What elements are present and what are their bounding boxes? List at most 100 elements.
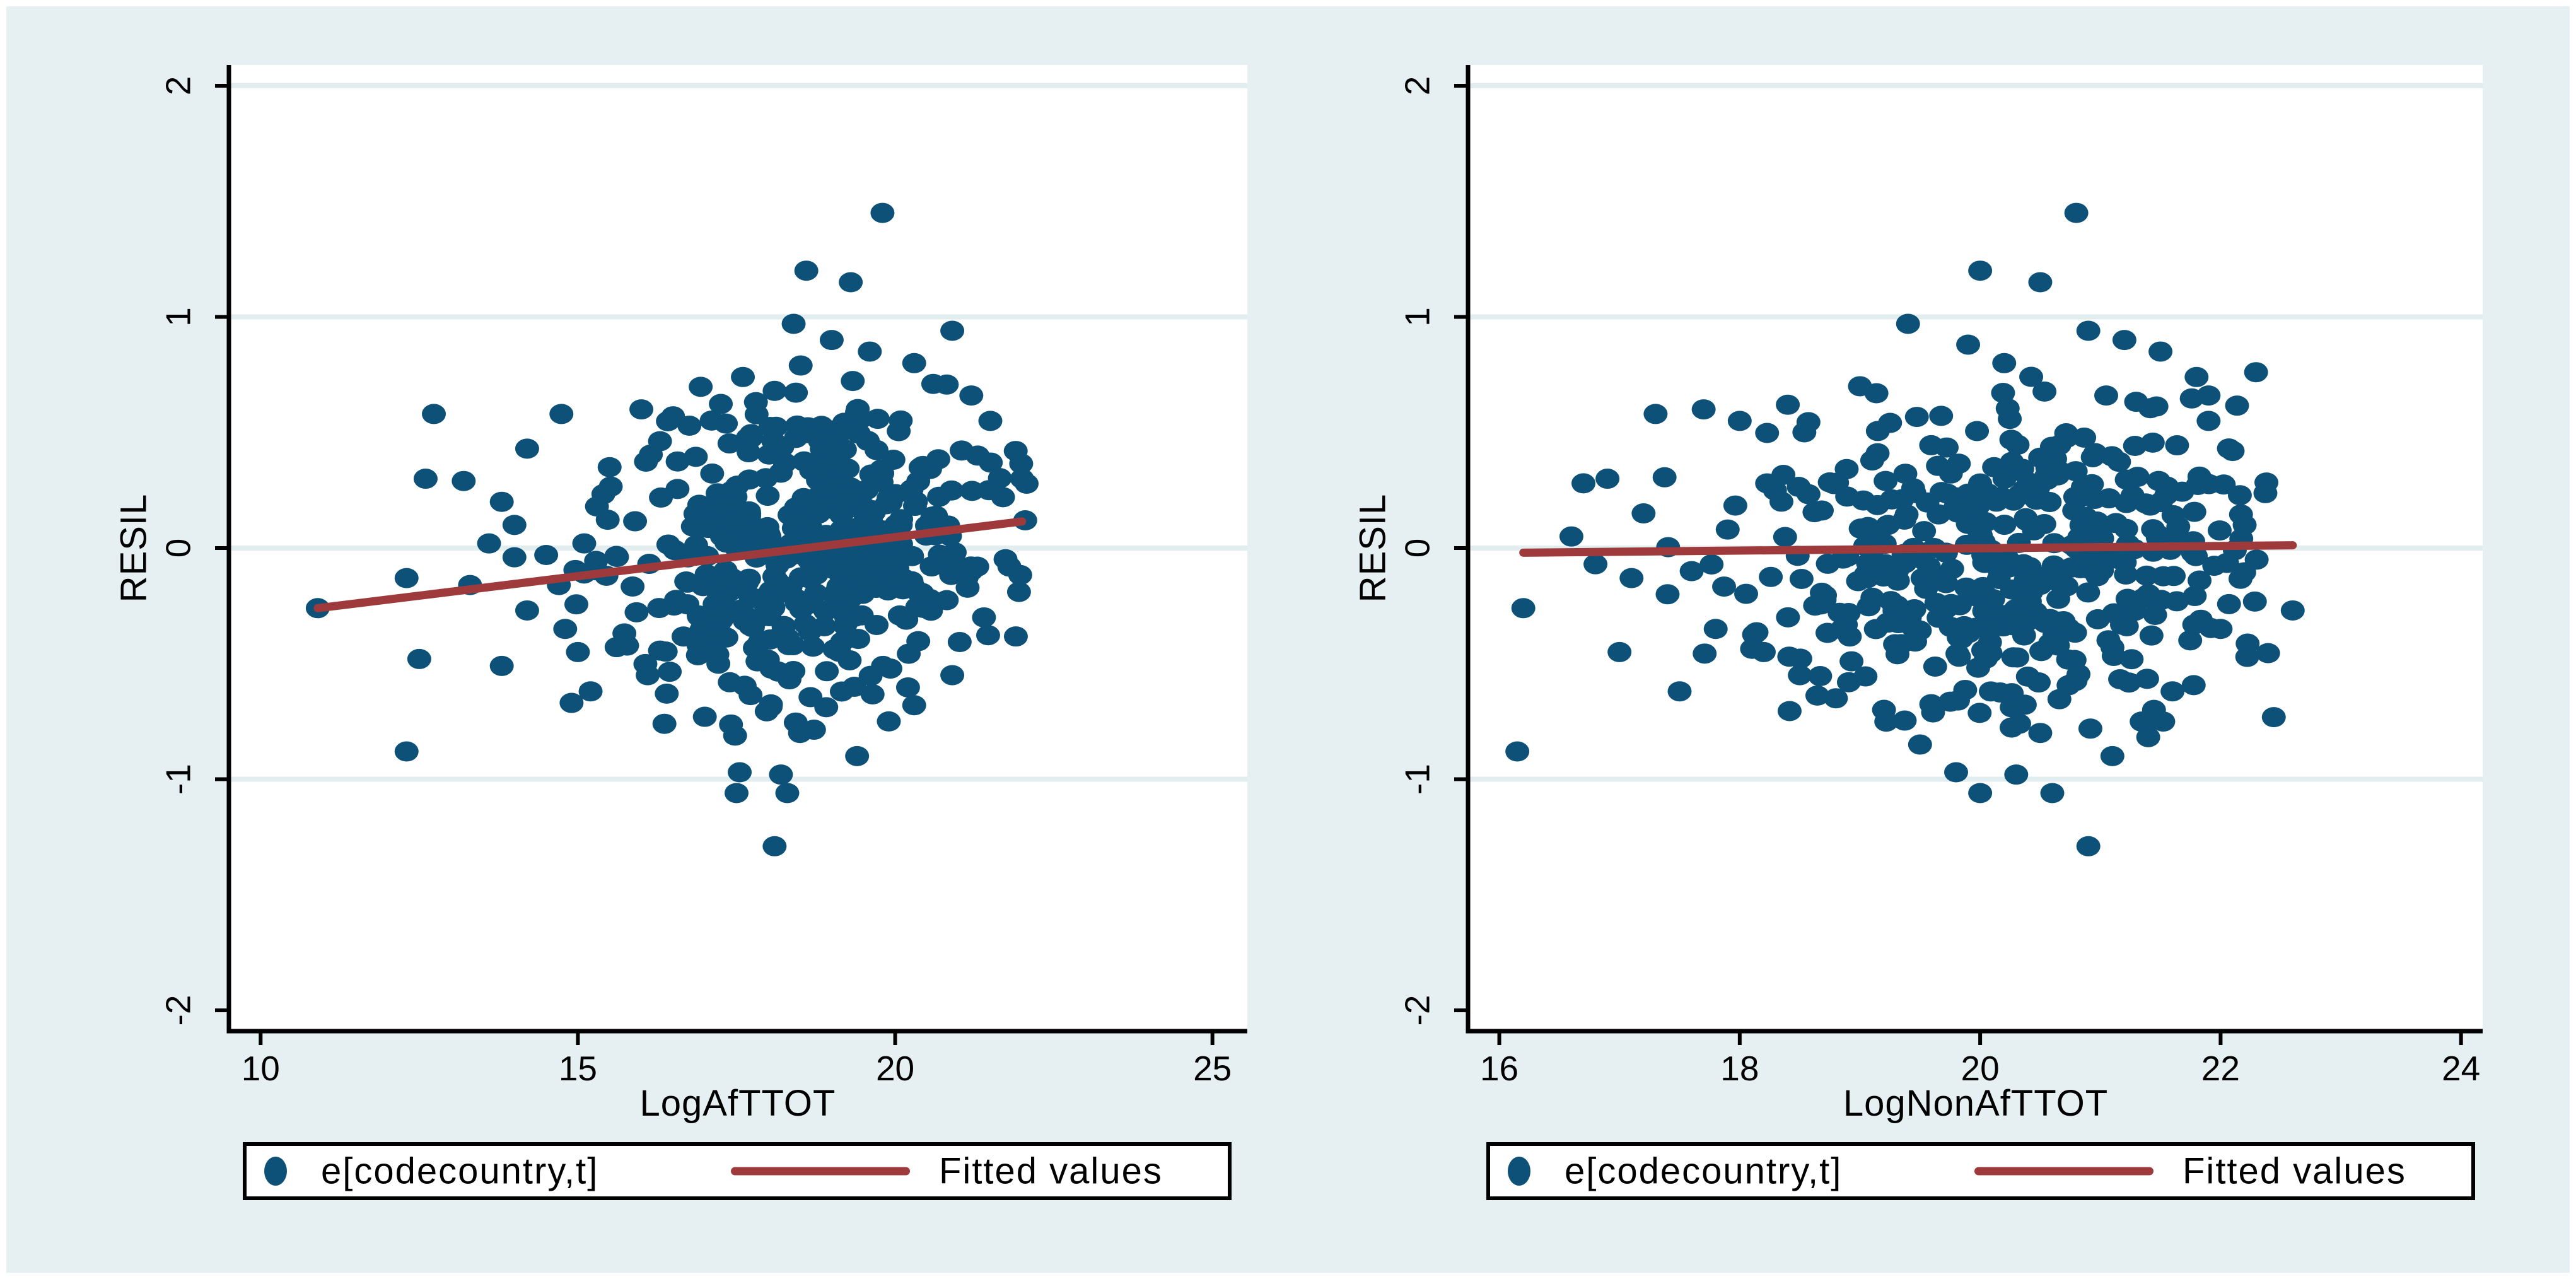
scatter-point — [2189, 609, 2213, 630]
scatter-point — [2096, 630, 2121, 651]
scatter-point — [759, 696, 783, 717]
scatter-point — [864, 440, 889, 460]
scatter-point — [859, 499, 883, 520]
scatter-point — [1693, 643, 1717, 664]
scatter-point — [1679, 561, 1704, 581]
scatter-point — [2076, 320, 2101, 341]
x-tick-label: 10 — [242, 1049, 280, 1088]
scatter-point — [1667, 681, 1692, 702]
scatter-point — [1559, 526, 1583, 547]
scatter-point — [2280, 600, 2305, 621]
scatter-point — [750, 519, 775, 540]
scatter-point — [960, 481, 984, 501]
scatter-point — [689, 377, 713, 397]
scatter-point — [663, 540, 687, 561]
scatter-point — [739, 424, 764, 445]
scatter-point — [972, 607, 996, 628]
scatter-point — [1953, 679, 1978, 700]
scatter-point — [559, 692, 584, 713]
scatter-point — [1776, 607, 1800, 628]
scatter-point — [2011, 554, 2036, 575]
scatter-point — [785, 415, 810, 436]
y-tick-label: -1 — [159, 764, 198, 795]
scatter-point — [413, 469, 438, 489]
scatter-point — [1971, 576, 1995, 597]
scatter-point — [2182, 501, 2206, 522]
scatter-point — [1789, 568, 1814, 589]
scatter-point — [813, 600, 837, 621]
scatter-point — [2076, 836, 2101, 856]
scatter-point — [738, 587, 763, 607]
scatter-marker-icon — [1508, 1157, 1530, 1186]
scatter-point — [1875, 515, 1900, 535]
scatter-point — [1703, 619, 1728, 640]
scatter-point — [2000, 452, 2024, 472]
scatter-point — [1808, 666, 1833, 687]
scatter-point — [2207, 520, 2232, 541]
scatter-point — [394, 741, 419, 762]
scatter-point — [597, 457, 622, 477]
scatter-point — [1723, 495, 1747, 516]
scatter-point — [1595, 469, 1620, 489]
y-tick-label: -1 — [1398, 764, 1437, 795]
scatter-point — [2170, 481, 2194, 502]
scatter-point — [1810, 500, 1834, 521]
scatter-point — [623, 511, 648, 532]
scatter-point — [705, 496, 730, 517]
scatter-point — [884, 514, 909, 535]
scatter-point — [2062, 500, 2087, 521]
scatter-point — [769, 764, 793, 785]
scatter-point — [1967, 485, 1992, 506]
scatter-point — [1788, 665, 1812, 686]
scatter-point — [1896, 601, 1921, 622]
scatter-point — [742, 638, 767, 658]
scatter-point — [1607, 641, 1632, 662]
scatter-point — [1995, 398, 2020, 419]
scatter-point — [629, 399, 654, 420]
scatter-point — [2256, 643, 2280, 663]
scatter-point — [939, 480, 964, 501]
scatter-point — [2082, 489, 2107, 510]
scatter-point — [959, 556, 983, 577]
scatter-point — [1908, 734, 1932, 755]
scatter-point — [452, 470, 476, 491]
scatter-point — [921, 373, 945, 394]
scatter-point — [1863, 619, 1888, 640]
scatter-point — [2261, 707, 2286, 728]
scatter-point — [748, 607, 772, 628]
scatter-point — [2140, 432, 2165, 453]
scatter-point — [2002, 490, 2026, 511]
scatter-point — [2037, 609, 2062, 629]
scatter-point — [878, 492, 903, 513]
scatter-point — [709, 394, 733, 414]
scatter-point — [1571, 473, 1596, 494]
scatter-point — [2181, 675, 2206, 696]
scatter-point — [2005, 647, 2030, 668]
scatter-point — [706, 603, 730, 624]
scatter-point — [2028, 723, 2053, 744]
scatter-point — [842, 676, 866, 697]
scatter-point — [861, 571, 885, 592]
scatter-point — [1938, 463, 1963, 484]
scatter-point — [1992, 353, 2017, 373]
scatter-point — [2114, 493, 2138, 513]
scatter-point — [686, 634, 711, 655]
scatter-point — [2123, 436, 2147, 457]
scatter-point — [870, 202, 895, 223]
scatter-point — [1619, 568, 1644, 588]
scatter-point — [2108, 669, 2133, 689]
scatter-point — [655, 683, 679, 704]
y-tick-label: 2 — [159, 76, 198, 96]
y-tick-label: 1 — [159, 307, 198, 327]
scatter-point — [2135, 669, 2159, 689]
scatter-point — [1846, 571, 1870, 592]
scatter-point — [2235, 646, 2259, 667]
scatter-point — [858, 341, 882, 362]
x-axis-title-left: LogAfTTOT — [639, 1083, 836, 1124]
scatter-point — [1805, 685, 1829, 706]
scatter-point — [1643, 404, 1668, 424]
scatter-point — [2028, 575, 2053, 595]
scatter-point — [762, 380, 787, 401]
scatter-point — [865, 409, 890, 429]
scatter-point — [801, 636, 825, 657]
